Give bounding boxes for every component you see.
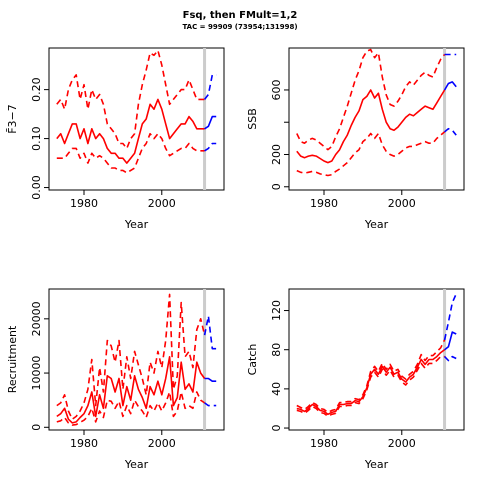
catch-ytick-label: 80	[270, 343, 283, 357]
ssb-series-historic-estimate-0	[296, 89, 446, 164]
recruitment-series-historic-bound-1	[56, 293, 206, 421]
recruitment-xtick-label: 1980	[70, 437, 98, 450]
ssb-series-projection-bound-5	[444, 127, 457, 136]
ssb-ylabel: SSB	[246, 108, 259, 130]
recruitment-series-historic-estimate-0	[56, 355, 206, 424]
recruitment-ylabel: Recruitment	[6, 325, 19, 393]
fbar-panel: 1980 2000 Year 0.00 0.10 0.20 F̄3−7	[6, 47, 225, 231]
recruitment-ytick-label: 20000	[30, 301, 43, 336]
catch-panel: 1980 2000 Year 0 40 80 120 Catch	[246, 288, 465, 471]
fbar-ytick-label: 0.20	[30, 77, 43, 102]
recruitment-series-projection-bound-5	[204, 402, 217, 407]
fbar-frame	[48, 47, 225, 191]
ssb-ytick-label: 600	[270, 79, 283, 100]
fbar-series-historic-estimate-0	[56, 98, 205, 164]
ssb-ytick-label: 200	[270, 144, 283, 165]
catch-ylabel: Catch	[246, 344, 259, 376]
fbar-series-projection-estimate-3	[204, 115, 217, 130]
catch-xtick-label: 2000	[388, 437, 416, 450]
ssb-ytick-label: 0	[270, 183, 283, 190]
recruitment-series-historic-bound-2	[56, 391, 206, 426]
catch-series-projection-bound-5	[444, 355, 457, 362]
fbar-ylabel: F̄3−7	[6, 104, 19, 134]
ssb-xlabel: Year	[364, 218, 389, 231]
ssb-xtick-label: 1980	[310, 197, 338, 210]
fbar-xtick-label: 1980	[70, 197, 98, 210]
recruitment-series-projection-bound-4	[203, 315, 217, 350]
ssb-series-projection-estimate-3	[443, 81, 457, 91]
recruitment-xtick-label: 2000	[148, 437, 176, 450]
catch-series-historic-estimate-0	[296, 349, 446, 416]
catch-xtick-label: 1980	[310, 437, 338, 450]
catch-ytick-label: 40	[270, 382, 283, 396]
catch-frame	[288, 288, 465, 431]
recruitment-ytick-label: 10000	[30, 356, 43, 391]
ssb-xtick-label: 2000	[388, 197, 416, 210]
fbar-series-historic-bound-2	[56, 132, 205, 174]
catch-ytick-label: 0	[270, 425, 283, 432]
figure-subtitle: TAC = 99909 (73954;131998)	[182, 23, 298, 31]
fbar-xlabel: Year	[124, 218, 149, 231]
recruitment-frame	[48, 288, 225, 431]
fbar-series-projection-bound-4	[203, 74, 217, 100]
catch-ytick-label: 120	[270, 300, 283, 321]
fbar-series-projection-bound-5	[204, 142, 217, 152]
fbar-xtick-label: 2000	[148, 197, 176, 210]
recruitment-series-projection-estimate-3	[204, 377, 217, 383]
catch-series-historic-bound-2	[296, 355, 445, 418]
ssb-series-historic-bound-1	[296, 48, 446, 151]
ssb-frame	[288, 47, 465, 191]
figure-title: Fsq, then FMult=1,2	[182, 10, 298, 21]
catch-xlabel: Year	[364, 458, 389, 471]
ssb-series-historic-bound-2	[296, 131, 446, 177]
catch-series-projection-estimate-3	[444, 331, 457, 351]
catch-series-historic-bound-1	[296, 339, 446, 414]
recruitment-xlabel: Year	[124, 458, 149, 471]
fbar-series-historic-bound-1	[56, 49, 205, 150]
recruitment-ytick-label: 0	[30, 424, 43, 431]
fbar-ytick-label: 0.00	[30, 175, 43, 200]
catch-series-projection-bound-4	[443, 293, 457, 341]
fbar-ytick-label: 0.10	[30, 126, 43, 151]
recruitment-panel: 1980 2000 Year 0 10000 20000 Recruitment	[6, 288, 225, 471]
ssb-panel: 1980 2000 Year 0 200 600 SSB	[246, 47, 465, 231]
